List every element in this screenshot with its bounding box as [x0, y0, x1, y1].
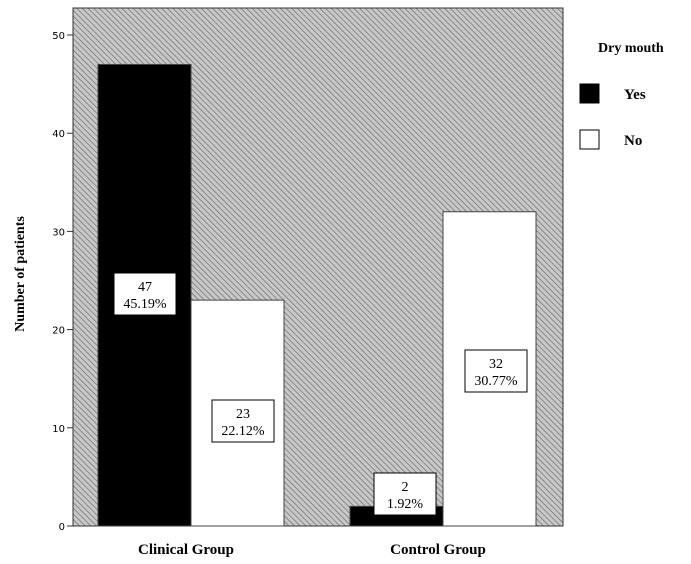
data-label: 47 45.19% [113, 272, 177, 316]
legend-label-no: No [624, 133, 642, 149]
data-label-count: 47 [138, 280, 152, 295]
y-axis-title: Number of patients [13, 216, 28, 332]
data-label-percent: 22.12% [221, 424, 265, 439]
y-tick-label: 0 [59, 522, 65, 533]
y-tick-label: 10 [52, 424, 65, 435]
legend-swatch-yes [579, 83, 600, 104]
y-axis: 0 10 20 30 40 50 [52, 31, 73, 533]
data-label: 32 30.77% [464, 349, 528, 393]
legend-label-yes: Yes [624, 87, 646, 103]
x-category-label: Clinical Group [138, 542, 234, 558]
x-category-label: Control Group [390, 542, 486, 558]
x-axis: Clinical Group Control Group [138, 542, 486, 558]
data-label: 23 22.12% [211, 399, 275, 443]
data-label-count: 2 [402, 480, 409, 495]
y-tick-label: 40 [52, 129, 65, 140]
data-label-count: 23 [236, 407, 250, 422]
data-label-percent: 1.92% [387, 497, 424, 512]
y-tick-label: 20 [52, 326, 65, 337]
legend: Dry mouth Yes No [579, 41, 664, 150]
data-label-percent: 45.19% [123, 297, 167, 312]
y-tick-label: 50 [52, 31, 65, 42]
legend-swatch-no [579, 129, 600, 150]
data-label-percent: 30.77% [474, 374, 518, 389]
data-label: 2 1.92% [373, 472, 437, 516]
data-labels: 47 45.19% 2 1.92% 23 22.12% 32 30.77% [113, 272, 528, 516]
y-tick-label: 30 [52, 227, 65, 238]
data-label-count: 32 [489, 357, 503, 372]
legend-title: Dry mouth [598, 41, 664, 56]
